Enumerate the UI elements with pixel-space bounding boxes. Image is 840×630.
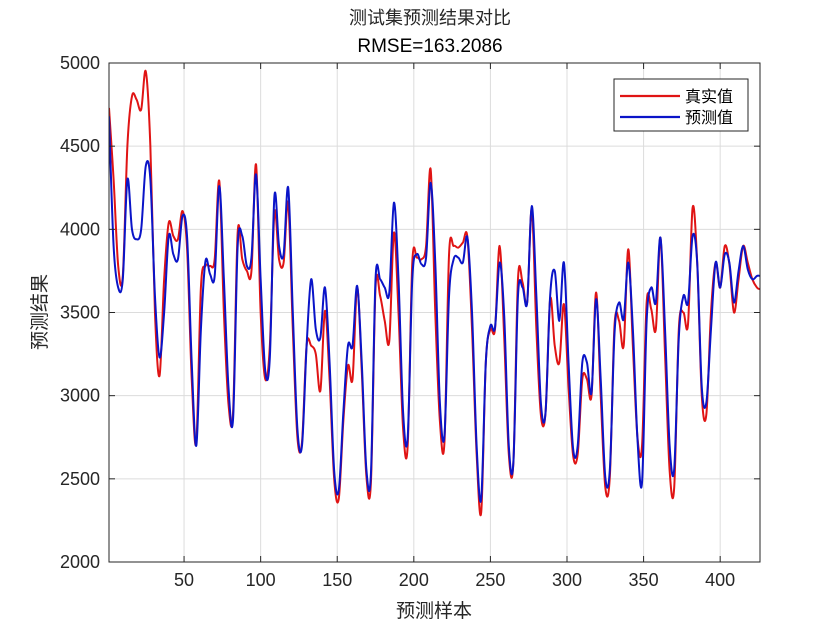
x-tick-label: 50	[174, 570, 194, 590]
x-tick-label: 300	[552, 570, 582, 590]
x-tick-label: 200	[399, 570, 429, 590]
y-axis-label: 预测结果	[29, 274, 51, 350]
x-axis-label: 预测样本	[396, 600, 472, 622]
y-tick-label: 2000	[60, 552, 100, 572]
ticks: 50 100 150 200 250 300 350 400 2000 2500 3000 3500 4…	[60, 53, 760, 590]
series-layer	[109, 70, 760, 516]
series-line-predicted	[109, 116, 760, 503]
y-tick-label: 4500	[60, 136, 100, 156]
legend-label-predicted: 预测值	[685, 108, 733, 127]
legend-box	[613, 78, 749, 132]
legend: 真实值 预测值	[613, 78, 749, 132]
x-tick-label: 100	[246, 570, 276, 590]
x-tick-label: 400	[705, 570, 735, 590]
y-tick-label: 4000	[60, 219, 100, 239]
y-tick-label: 3500	[60, 303, 100, 323]
y-tick-label: 3000	[60, 386, 100, 406]
chart-title: 测试集预测结果对比	[349, 8, 511, 29]
y-tick-label: 2500	[60, 469, 100, 489]
y-tick-label: 5000	[60, 53, 100, 73]
x-tick-label: 350	[629, 570, 659, 590]
x-tick-label: 150	[322, 570, 352, 590]
legend-label-true: 真实值	[685, 87, 733, 106]
chart-subtitle: RMSE=163.2086	[357, 36, 502, 57]
x-tick-label: 250	[475, 570, 505, 590]
